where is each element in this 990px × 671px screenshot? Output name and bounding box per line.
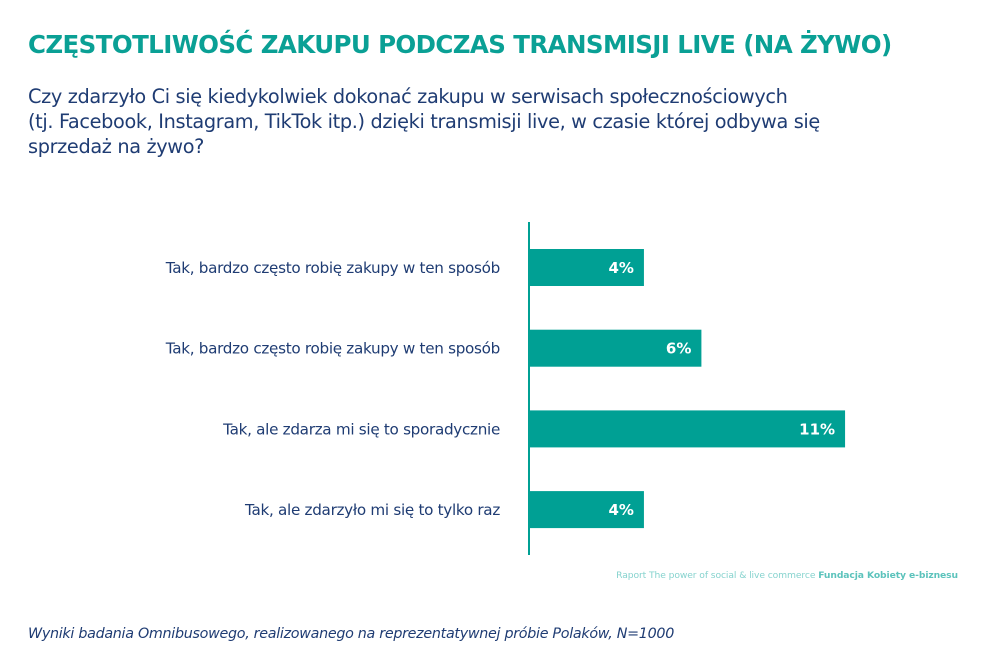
survey-question: Czy zdarzyło Ci się kiedykolwiek dokonać… <box>28 84 928 159</box>
bar <box>529 491 644 529</box>
source-organization: Fundacja Kobiety e-biznesu <box>818 570 958 581</box>
bar-value-label: 11% <box>799 420 835 438</box>
category-label: Tak, ale zdarzyło mi się to tylko raz <box>244 501 500 519</box>
question-line: Czy zdarzyło Ci się kiedykolwiek dokonać… <box>28 85 788 108</box>
bars-layer: 4% 6% 11% 4% <box>529 249 846 529</box>
category-labels-layer: Tak, bardzo często robię zakupy w ten sp… <box>165 259 501 519</box>
question-line: (tj. Facebook, Instagram, TikTok itp.) d… <box>28 110 820 133</box>
bar-chart: 4% 6% 11% 4% Tak, bardzo często robię zakup… <box>165 222 846 555</box>
bar <box>529 249 644 286</box>
source-credit: Raport The power of social & live commer… <box>616 570 958 581</box>
source-text: Raport The power of social & live commer… <box>616 570 819 581</box>
bar-value-label: 6% <box>666 340 691 358</box>
category-label: Tak, ale zdarza mi się to sporadycznie <box>222 420 500 438</box>
footnote: Wyniki badania Omnibusowego, realizowane… <box>28 626 674 642</box>
question-line: sprzedaż na żywo? <box>28 135 205 158</box>
category-label: Tak, bardzo często robię zakupy w ten sp… <box>165 259 500 277</box>
bar <box>529 410 846 448</box>
bar-value-label: 4% <box>608 501 633 519</box>
category-label: Tak, bardzo często robię zakupy w ten sp… <box>165 340 500 358</box>
page-title: CZĘSTOTLIWOŚĆ ZAKUPU PODCZAS TRANSMISJI … <box>28 30 892 59</box>
bar-value-label: 4% <box>608 259 633 277</box>
bar <box>529 329 702 367</box>
